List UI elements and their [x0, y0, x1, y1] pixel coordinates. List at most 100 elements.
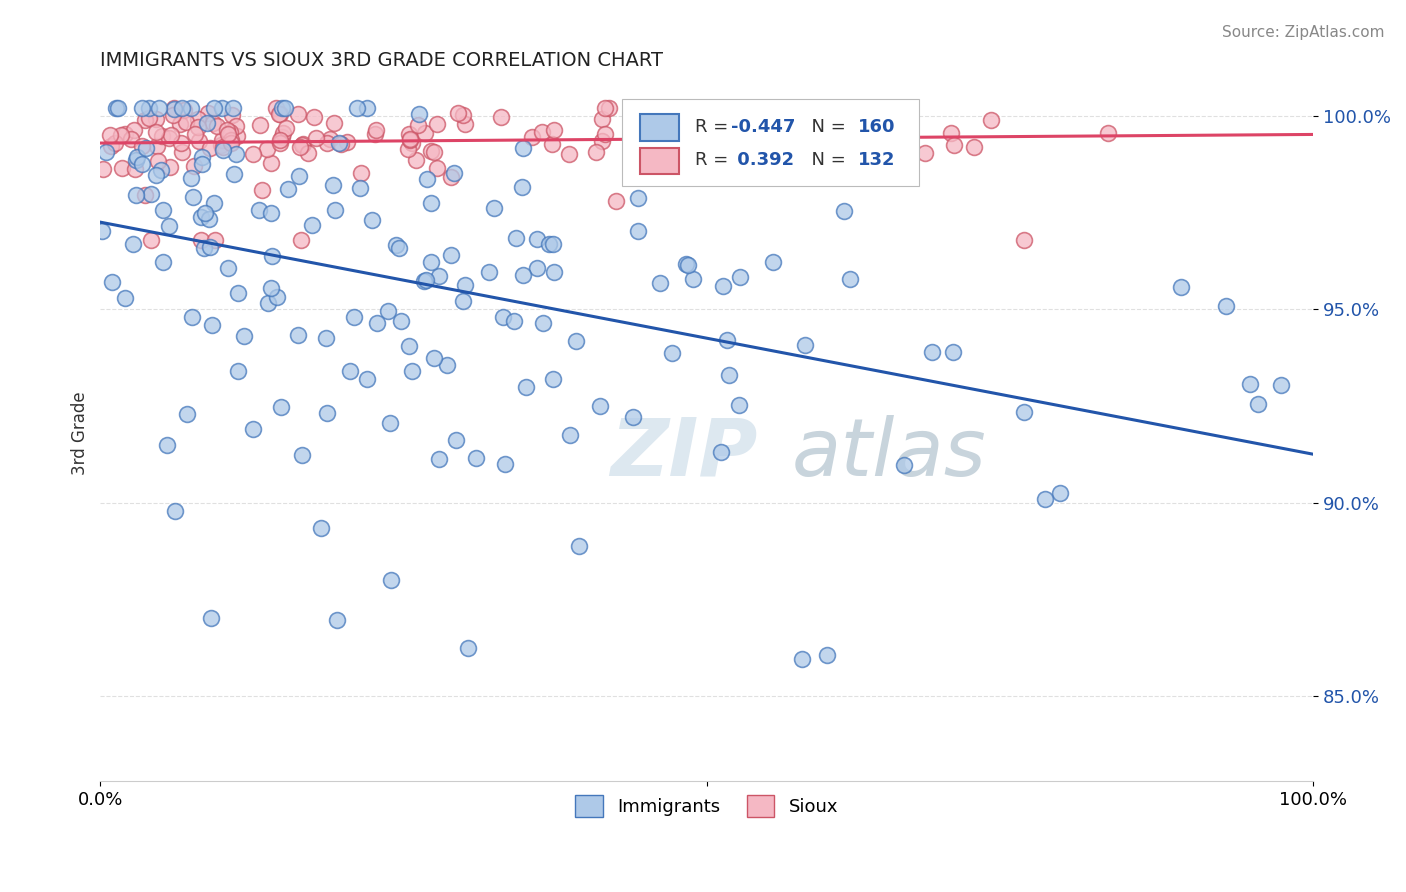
Point	[228, 285, 250, 300]
Point	[202, 195, 225, 210]
FancyBboxPatch shape	[621, 99, 920, 186]
Point	[728, 398, 751, 412]
Point	[180, 101, 202, 115]
Text: R =: R =	[695, 152, 734, 169]
Point	[419, 195, 441, 210]
Point	[492, 310, 515, 324]
Point	[104, 101, 127, 115]
Point	[194, 205, 217, 219]
Point	[328, 136, 350, 150]
Point	[222, 167, 245, 181]
Point	[423, 351, 446, 366]
Point	[198, 240, 221, 254]
Point	[100, 139, 122, 153]
Point	[676, 258, 699, 272]
Point	[853, 132, 876, 146]
Point	[187, 112, 209, 126]
Point	[482, 201, 505, 215]
Point	[710, 444, 733, 458]
Point	[648, 276, 671, 290]
Point	[221, 101, 243, 115]
Point	[211, 133, 233, 147]
Point	[762, 254, 785, 268]
Point	[419, 255, 441, 269]
Point	[568, 539, 591, 553]
Legend: Immigrants, Sioux: Immigrants, Sioux	[568, 788, 845, 824]
Point	[380, 573, 402, 587]
Point	[260, 249, 283, 263]
Point	[160, 128, 183, 142]
Point	[260, 281, 283, 295]
Point	[150, 129, 173, 144]
Point	[215, 123, 238, 137]
Point	[221, 108, 243, 122]
Point	[942, 344, 965, 359]
Point	[623, 410, 645, 425]
Point	[242, 422, 264, 436]
Point	[531, 316, 554, 330]
Point	[522, 130, 544, 145]
Point	[415, 171, 437, 186]
Point	[682, 105, 704, 120]
Point	[538, 236, 561, 251]
Point	[288, 140, 311, 154]
Point	[247, 202, 270, 217]
Point	[135, 141, 157, 155]
Point	[689, 130, 711, 145]
Point	[526, 232, 548, 246]
Point	[125, 188, 148, 202]
Point	[91, 224, 114, 238]
Point	[349, 181, 371, 195]
Point	[399, 133, 422, 147]
Point	[287, 328, 309, 343]
Point	[454, 118, 477, 132]
Point	[131, 157, 153, 171]
Point	[730, 270, 752, 285]
Point	[139, 233, 162, 247]
Point	[305, 130, 328, 145]
Point	[170, 136, 193, 150]
Point	[408, 118, 430, 132]
Point	[346, 101, 368, 115]
Point	[560, 428, 582, 442]
Point	[190, 233, 212, 247]
Point	[512, 141, 534, 155]
Point	[593, 101, 616, 115]
Point	[716, 333, 738, 347]
Point	[530, 125, 553, 139]
Point	[839, 272, 862, 286]
Point	[91, 162, 114, 177]
Point	[541, 237, 564, 252]
Point	[187, 134, 209, 148]
Point	[211, 101, 233, 115]
Point	[401, 364, 423, 378]
Point	[201, 116, 224, 130]
Point	[336, 135, 359, 149]
Point	[1049, 486, 1071, 500]
Point	[290, 233, 312, 247]
Point	[322, 178, 344, 193]
Point	[145, 125, 167, 139]
Point	[159, 160, 181, 174]
Text: N =: N =	[800, 118, 852, 136]
Point	[256, 142, 278, 156]
Point	[921, 344, 943, 359]
Point	[134, 113, 156, 128]
Point	[1033, 491, 1056, 506]
Point	[170, 101, 193, 115]
Point	[398, 339, 420, 353]
Point	[398, 132, 420, 146]
Point	[138, 101, 160, 115]
Point	[401, 136, 423, 150]
Text: N =: N =	[800, 152, 852, 169]
Point	[505, 230, 527, 244]
Point	[644, 112, 666, 127]
Point	[1215, 299, 1237, 313]
Point	[329, 137, 352, 152]
Point	[259, 156, 281, 170]
Point	[94, 145, 117, 159]
Point	[176, 407, 198, 421]
Point	[443, 166, 465, 180]
Point	[121, 237, 143, 252]
Point	[494, 457, 516, 471]
